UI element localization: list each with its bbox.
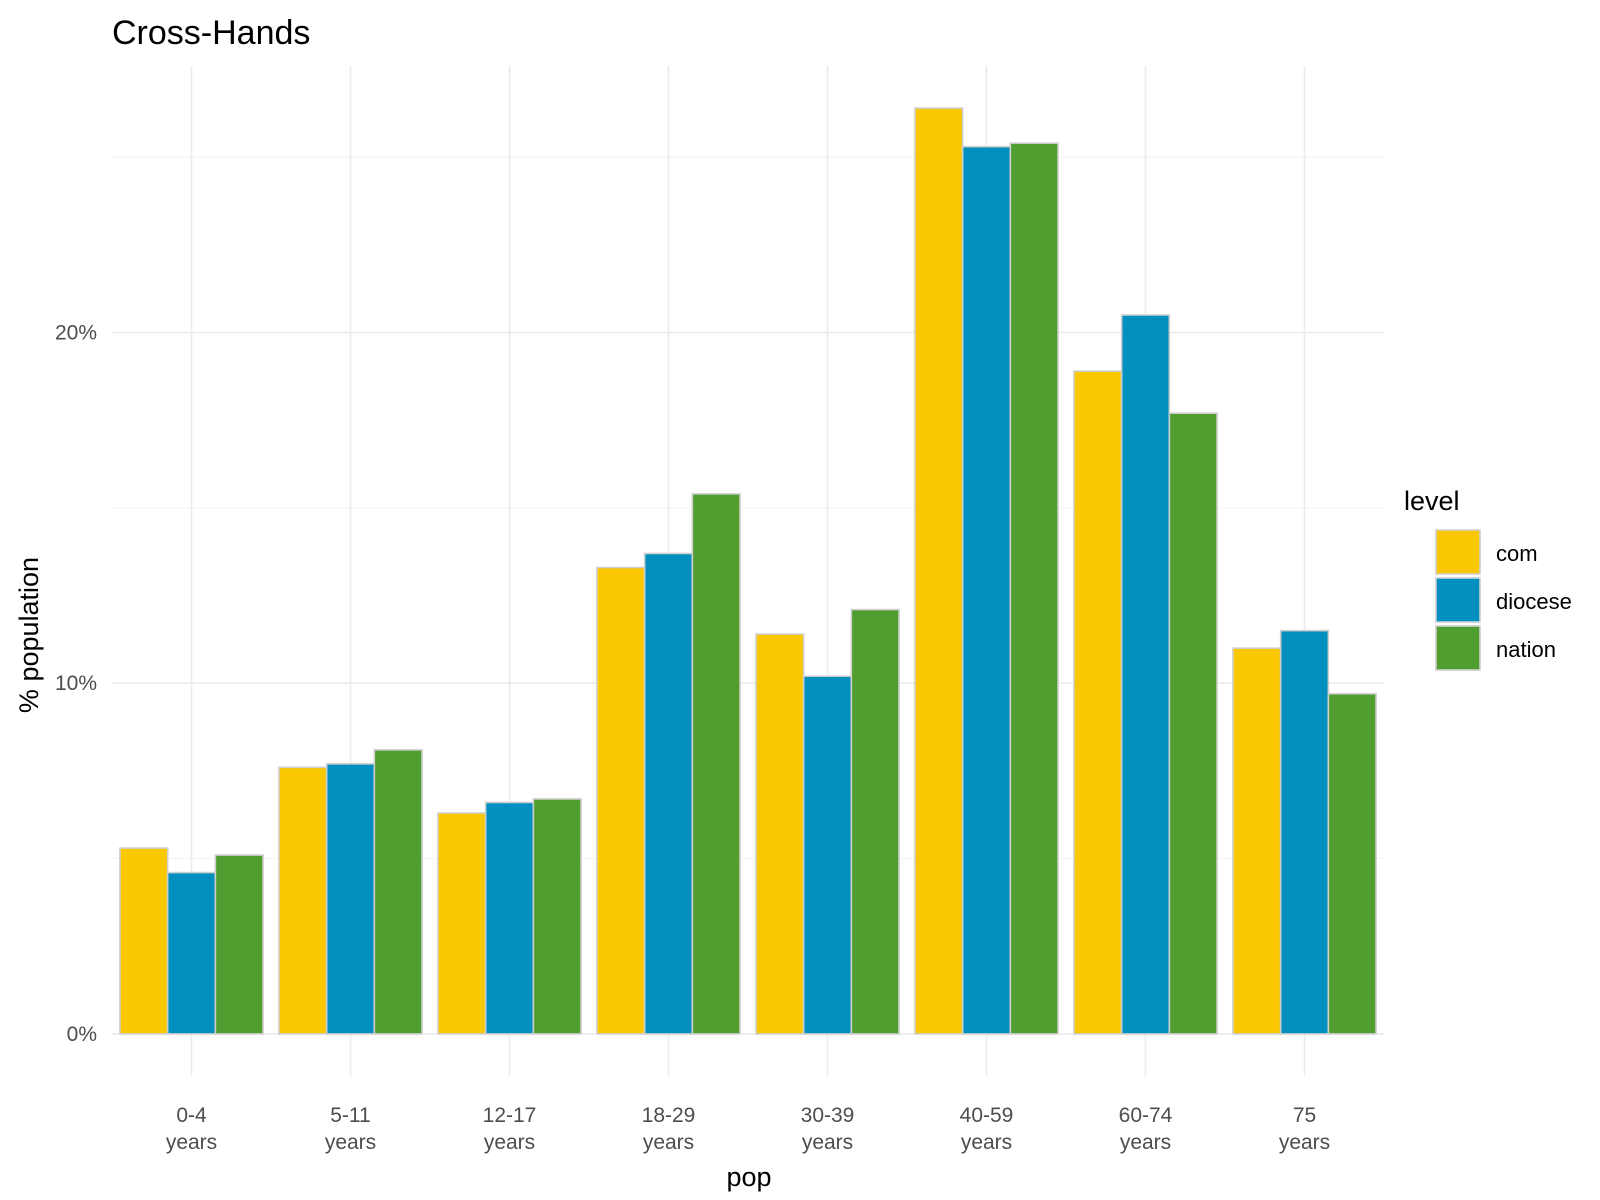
bar-nation-4: [850, 608, 900, 1035]
x-tick-label: 18-29 years: [642, 1104, 696, 1154]
legend-label-com: com: [1496, 541, 1538, 566]
bar-diocese-2: [484, 801, 535, 1035]
bar-nation-1: [373, 749, 423, 1035]
x-axis-ticks: 0-4 years 5-11 years 12-17 years 18-29 years 30-…: [166, 1104, 1330, 1154]
bars: [119, 107, 1377, 1035]
bar-nation-5: [1009, 142, 1059, 1035]
chart-title: Cross-Hands: [112, 14, 310, 52]
y-tick-label: 20%: [55, 322, 97, 345]
bar-diocese-7: [1279, 629, 1330, 1035]
bar-diocese-5: [961, 145, 1012, 1035]
x-tick-label: 0-4 years: [166, 1104, 217, 1154]
bar-com-5: [914, 107, 964, 1035]
bar-com-3: [596, 566, 646, 1035]
legend-label-nation: nation: [1496, 637, 1556, 662]
bar-diocese-6: [1120, 314, 1171, 1035]
y-tick-label: 0%: [67, 1023, 97, 1046]
x-tick-label: 75 years: [1279, 1104, 1330, 1154]
bar-diocese-4: [802, 675, 853, 1035]
bar-diocese-1: [325, 763, 376, 1035]
bar-com-6: [1073, 370, 1123, 1035]
x-tick-label: 60-74 years: [1119, 1104, 1173, 1154]
bar-diocese-0: [166, 871, 217, 1035]
bar-com-2: [437, 812, 487, 1035]
bar-nation-3: [691, 493, 741, 1035]
bar-nation-2: [532, 798, 582, 1035]
x-tick-label: 12-17 years: [483, 1104, 537, 1154]
y-axis-title: % population: [14, 557, 44, 713]
y-axis-ticks: 0% 10% 20%: [55, 322, 97, 1046]
x-tick-label: 30-39 years: [801, 1104, 855, 1154]
bar-nation-0: [214, 854, 264, 1035]
bar-com-4: [755, 633, 805, 1035]
bar-nation-6: [1168, 412, 1218, 1035]
bar-com-7: [1232, 647, 1282, 1035]
legend: level com diocese nation: [1404, 486, 1572, 671]
legend-key-nation: [1435, 625, 1481, 671]
bar-diocese-3: [643, 552, 694, 1035]
legend-title: level: [1404, 486, 1460, 516]
bar-nation-7: [1327, 692, 1377, 1035]
bar-com-1: [278, 766, 328, 1035]
x-axis-title: pop: [726, 1162, 771, 1192]
x-tick-label: 5-11 years: [325, 1104, 376, 1154]
legend-label-diocese: diocese: [1496, 589, 1572, 614]
y-tick-label: 10%: [55, 672, 97, 695]
legend-key-diocese: [1435, 577, 1481, 623]
legend-key-com: [1435, 529, 1481, 575]
bar-com-0: [119, 847, 169, 1035]
x-tick-label: 40-59 years: [960, 1104, 1014, 1154]
